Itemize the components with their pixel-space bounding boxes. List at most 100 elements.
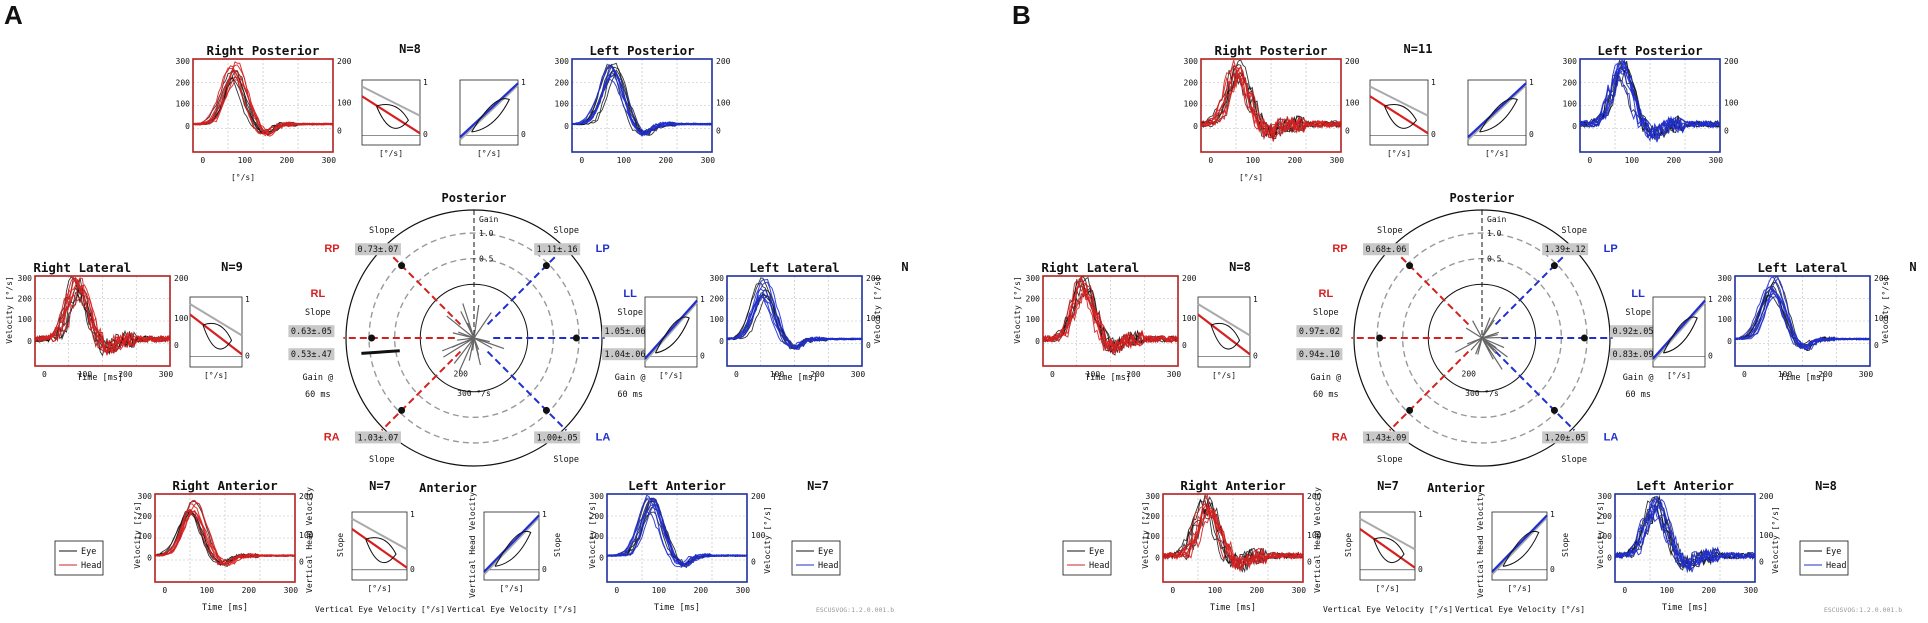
tick: 1 <box>1550 510 1555 519</box>
n-label-top: N=8 <box>399 42 421 56</box>
trace <box>1734 296 1871 347</box>
data-contour <box>202 322 233 350</box>
axis-vertical-eye: Vertical Eye Velocity [°/s] <box>315 605 445 614</box>
axis-unit: [°/s] <box>1212 371 1236 380</box>
trace <box>606 504 748 567</box>
trace <box>1162 505 1304 568</box>
plot-title: Right Posterior <box>1215 43 1328 58</box>
trace <box>1042 277 1179 352</box>
slope-ll-1: 0.92±.05 <box>1613 327 1654 337</box>
unity-line <box>459 84 519 141</box>
tick: 100 <box>1307 531 1322 540</box>
slope-ra: 1.03±.07 <box>357 433 398 443</box>
regression-line <box>1369 95 1429 135</box>
unity-line <box>1467 84 1527 141</box>
canal-axis-ra <box>1388 350 1470 432</box>
trace <box>192 61 334 137</box>
gain-ms: 60 ms <box>617 390 643 400</box>
tick: 0 <box>1155 553 1160 562</box>
gain-at: Gain @ <box>615 373 646 383</box>
tick: 100 <box>1759 531 1774 540</box>
tick: 100 <box>590 532 605 541</box>
trace <box>1614 501 1756 571</box>
slope-rl-2-box <box>1296 348 1343 361</box>
tick: 100 <box>1246 156 1261 165</box>
head-vector <box>1465 327 1483 339</box>
tick: 100 <box>1182 314 1197 323</box>
tick: 0 <box>299 557 304 566</box>
legend-head-label: Head <box>81 561 101 571</box>
gain-point <box>1406 262 1414 270</box>
tick: 0 <box>866 341 871 350</box>
gain-point <box>398 262 406 270</box>
data-contour <box>1502 530 1540 567</box>
axis-velocity: Velocity [°/s] <box>133 501 142 568</box>
tick: 0 <box>1759 557 1764 566</box>
gain-tick: 1.0 <box>479 229 494 238</box>
trace <box>154 509 296 566</box>
axis-unit: [°/s] <box>1667 371 1691 380</box>
tick: 300 <box>1859 370 1874 379</box>
gain-point <box>1550 262 1558 270</box>
slope-rl-2: 0.94±.10 <box>1299 350 1340 360</box>
tick: 300 <box>18 274 33 283</box>
axis-time: Time [ms] <box>1085 373 1131 383</box>
tick: 0 <box>1431 130 1436 139</box>
slope-ll-2: 0.83±.09 <box>1613 350 1654 360</box>
slope-word: Slope <box>617 308 643 318</box>
data-contour <box>471 98 510 133</box>
axis-unit: [°/s] <box>231 173 255 182</box>
tick: 0 <box>1193 122 1198 131</box>
tick: 200 <box>1307 492 1322 501</box>
tick: 200 <box>337 57 352 66</box>
plot-title: Right Posterior <box>207 43 320 58</box>
regression-line <box>1197 313 1251 356</box>
tick: 0 <box>337 126 342 135</box>
axis-unit: [°/s] <box>1507 584 1531 593</box>
slope-rl-1: 0.63±.05 <box>291 327 332 337</box>
center-tick: 300 °/s <box>1465 389 1499 398</box>
axis-unit: [°/s] <box>659 371 683 380</box>
axis-time: Time [ms] <box>1780 373 1826 383</box>
slope-ra-box <box>1362 431 1409 444</box>
axis-velocity: Velocity [°/s] <box>1881 276 1890 343</box>
unity-line <box>1197 303 1251 337</box>
tick: 300 <box>736 586 751 595</box>
tick: 300 <box>1167 370 1182 379</box>
trace <box>1162 508 1304 573</box>
axis-vertical-head: Vertical Head Velocity <box>1313 487 1322 593</box>
tick: 0 <box>185 122 190 131</box>
tick: 200 <box>174 274 189 283</box>
plot-frame <box>34 275 171 367</box>
head-vector <box>1470 337 1483 351</box>
tick: 0 <box>174 341 179 350</box>
axis-vertical-eye: Vertical Eye Velocity [°/s] <box>1323 605 1453 614</box>
gain-ms: 60 ms <box>1625 390 1651 400</box>
tick: 0 <box>1529 130 1534 139</box>
legend: Eye Head <box>1062 540 1112 576</box>
gain-tick: 0.5 <box>1487 255 1502 264</box>
tick: 200 <box>1146 512 1161 521</box>
legend: Eye Head <box>1799 540 1849 576</box>
slope-rl-1-box <box>1296 325 1343 338</box>
trace <box>1734 277 1871 351</box>
slope-ra: 1.43±.09 <box>1365 433 1406 443</box>
unity-line <box>483 516 540 576</box>
head-vector <box>1466 337 1483 345</box>
canal-axis-ra <box>380 350 462 432</box>
head-vector <box>456 337 475 341</box>
slope-word: Slope <box>1625 308 1651 318</box>
watermark: ESCUSVOG:1.2.0.001.b <box>816 606 894 614</box>
posterior-label: Posterior <box>441 191 506 205</box>
plot-frame <box>1614 493 1756 583</box>
code-ll: LL <box>1631 288 1645 300</box>
tick: 300 <box>710 274 725 283</box>
tick: 100 <box>617 156 632 165</box>
tick: 0 <box>734 370 739 379</box>
tick: 0 <box>162 586 167 595</box>
tick: 200 <box>590 512 605 521</box>
slope-word: Slope <box>1561 455 1587 465</box>
tick: 200 <box>18 295 33 304</box>
head-vector <box>446 315 475 339</box>
code-ra: RA <box>324 431 340 443</box>
